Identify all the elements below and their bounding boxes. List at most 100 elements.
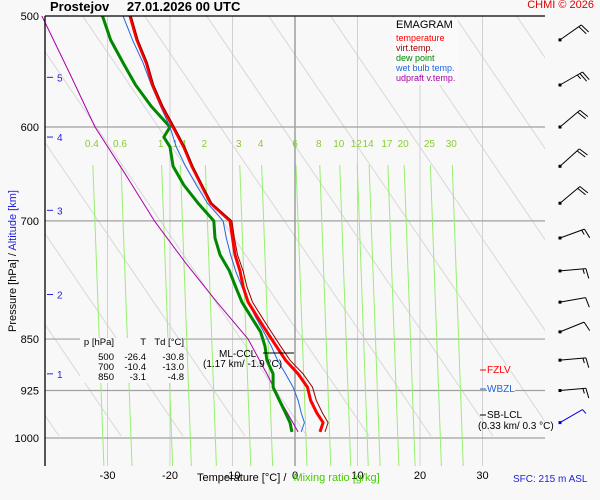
wind-barb-station (558, 38, 562, 42)
header-pressure: p [hPa] (83, 337, 114, 348)
wind-barb-flag (579, 109, 589, 118)
mixing-ratio-label: 4 (258, 139, 264, 150)
wbzl-label: WBZL (487, 384, 515, 395)
summary-table: p [hPa] T Td [°C] 500 -26.4 -30.8 700 -1… (80, 338, 184, 383)
wind-barb (558, 109, 589, 129)
wind-barb-station (558, 125, 562, 129)
sb-lcl-label: SB-LCL (487, 410, 523, 421)
series-layer (41, 15, 486, 433)
ml-ccl-detail: (1.17 km/ -1.9 °C) (203, 359, 283, 370)
wind-barb-staff (559, 71, 583, 86)
station-name: Prostejov (50, 0, 110, 14)
wind-barb-station (558, 201, 562, 205)
altitude-tick-label: 5 (57, 73, 63, 84)
y-axis-label-pressure: Pressure [hPa] / (7, 253, 19, 332)
mixing-ratio-line (120, 164, 133, 466)
wind-barb-staff (559, 297, 586, 303)
wind-barb-half-flag (582, 358, 585, 364)
wind-barb-staff (559, 24, 582, 41)
wind-barb-half-flag (576, 74, 582, 80)
wind-barb-flag (579, 186, 589, 194)
legend: EMAGRAM temperature virt.temp. dew point… (393, 18, 459, 85)
x-tick-label: -20 (162, 470, 178, 482)
wind-barb-flag (582, 71, 590, 80)
x-axis-label-mixing: Mixing ratio [g/kg] (293, 472, 380, 484)
x-tick-label: 0 (292, 470, 298, 482)
sb-lcl-detail: (0.33 km/ 0.3 °C) (478, 421, 554, 432)
wind-barb-flag (577, 111, 586, 119)
cell-t: -26.4 (124, 352, 146, 363)
mixing-ratio-line (451, 164, 464, 466)
dry-adiabat-line (144, 16, 432, 437)
series-virt-temp (130, 15, 329, 433)
wind-barb-staff (559, 409, 583, 424)
wind-barb-station (558, 358, 562, 362)
cell-p: 700 (98, 362, 114, 373)
altitude-tick-label: 4 (57, 133, 63, 144)
altitude-tick-label: 1 (57, 370, 63, 381)
mixing-ratio-label: 1 (158, 139, 164, 150)
table-row: 700 -10.4 -13.0 (80, 363, 184, 373)
y-tick-label: 500 (21, 11, 39, 23)
cell-t: -10.4 (124, 362, 146, 373)
legend-item-virt-temp: virt.temp. (396, 43, 434, 53)
x-tick-label: -10 (225, 470, 241, 482)
mixing-ratio-line (387, 164, 400, 466)
wind-barb-half-flag (581, 229, 585, 235)
cell-td: -4.8 (167, 372, 184, 383)
wind-barb-station (558, 330, 562, 334)
wind-barb (558, 409, 587, 425)
wind-barb-station (558, 236, 562, 240)
mixing-ratio-line (339, 164, 352, 466)
wind-barb-flag (579, 73, 588, 82)
mixing-ratio-line (295, 164, 308, 466)
x-axis-label: Temperature [°C] / Mixing ratio [g/kg] (197, 472, 380, 484)
legend-title: EMAGRAM (396, 19, 453, 31)
wind-barb-half-flag (582, 409, 587, 414)
mixing-ratio-label: 14 (363, 139, 375, 150)
wind-barb-flag (577, 188, 586, 196)
mixing-ratio-label: 12 (351, 139, 363, 150)
mixing-ratio-lines (92, 164, 464, 466)
mixing-ratio-label: 17 (381, 139, 393, 150)
mixing-ratio-label: 2 (202, 139, 208, 150)
wind-barb-half-flag (582, 268, 585, 274)
wind-barb-flag (585, 297, 590, 308)
wind-barb-flag (584, 228, 591, 239)
y-tick-label: 1000 (15, 433, 39, 445)
cell-td: -13.0 (162, 362, 184, 373)
x-tick-label: 30 (476, 470, 488, 482)
wind-barb (558, 228, 591, 240)
wind-barb-half-flag (582, 388, 585, 394)
mixing-ratio-line (92, 164, 105, 466)
wind-barb-flag (583, 321, 591, 331)
legend-item-temperature: temperature (396, 33, 445, 43)
y-tick-label: 700 (21, 216, 39, 228)
credit-label: CHMI © 2026 (527, 0, 594, 11)
mixing-ratio-label: 8 (316, 139, 322, 150)
wind-barb-flag (585, 357, 590, 368)
wind-barb-staff (559, 186, 581, 204)
dry-adiabat-line (330, 16, 545, 332)
x-tick-label: -30 (100, 470, 116, 482)
y-tick-label: 850 (21, 334, 39, 346)
wind-barb-station (558, 300, 562, 304)
dry-adiabat-line (565, 0, 600, 436)
fzlv-label: FZLV (487, 365, 511, 376)
wind-barb-staff (559, 387, 586, 392)
mixing-ratio-line (261, 164, 274, 466)
dry-adiabat-line (516, 16, 545, 59)
surface-elevation: SFC: 215 m ASL (513, 474, 588, 485)
mixing-ratio-line (403, 164, 416, 466)
y-axis-label: Pressure [hPa] / Altitude [km] (7, 176, 19, 346)
wind-barb-staff (559, 148, 580, 167)
dry-adiabat-line (268, 16, 545, 423)
table-row: 500 -26.4 -30.8 (80, 353, 184, 363)
wind-barb-station (558, 421, 562, 425)
mixing-ratio-label: 20 (398, 139, 410, 150)
mixing-ratio-layer: 0.4 0.6 1 1.4 2 3 4 6 8 10 12 14 17 20 25 30 (85, 139, 464, 466)
wind-barb (558, 148, 588, 168)
y-tick-label: 600 (21, 122, 39, 134)
wind-barb-flag (579, 148, 588, 156)
